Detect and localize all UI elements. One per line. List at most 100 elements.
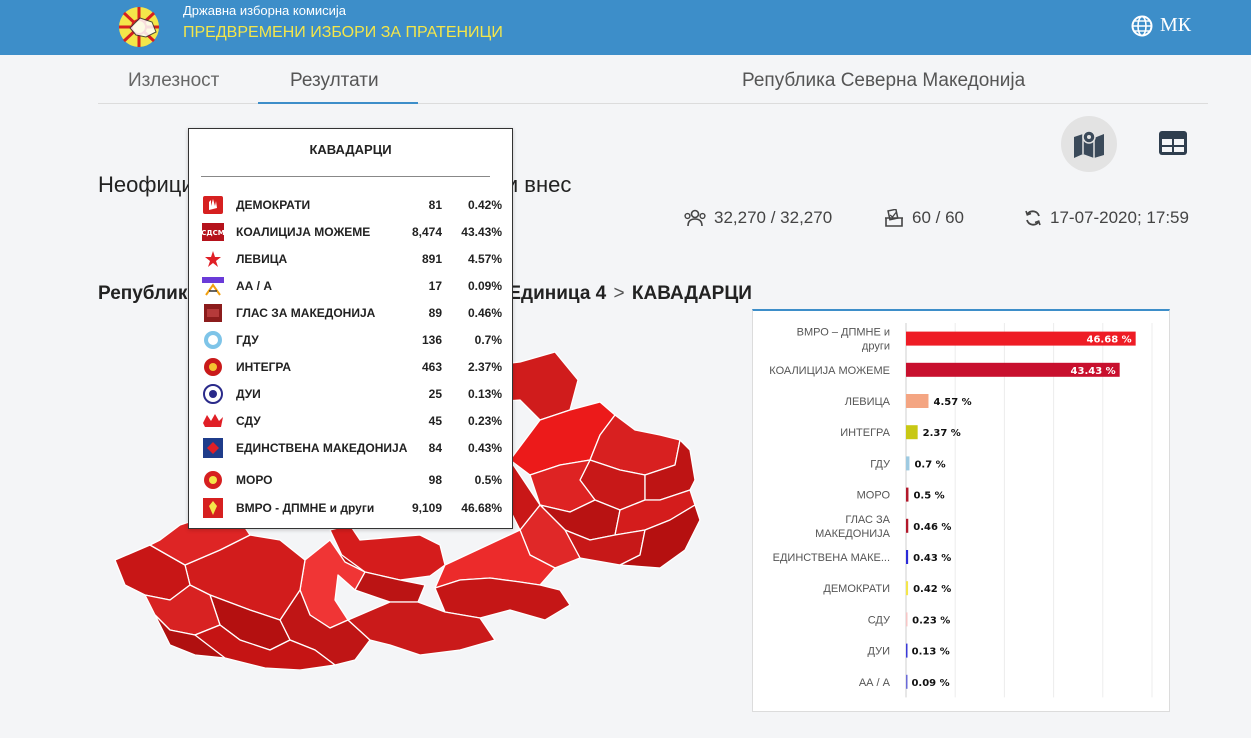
bar-category-label: други <box>862 341 890 353</box>
stations-stat: 60 / 60 <box>884 208 964 228</box>
tooltip-row: ВМРО - ДПМНЕ и други 9,109 46.68% <box>189 497 514 519</box>
bar <box>906 674 908 689</box>
tooltip-row: СДУ 45 0.23% <box>189 410 514 432</box>
bar-category-label: СДУ <box>868 614 891 626</box>
tooltip-percent: 46.68% <box>461 501 502 515</box>
bar <box>906 425 918 440</box>
bar-value-label: 43.43 % <box>1071 366 1116 377</box>
aa-logo <box>202 277 224 296</box>
tooltip-votes: 9,109 <box>411 501 442 515</box>
map-view-button[interactable] <box>1061 116 1117 172</box>
stations-value: 60 / 60 <box>912 208 964 227</box>
tooltip-percent: 0.43% <box>467 441 502 455</box>
tab-results[interactable]: Резултати <box>290 70 379 91</box>
tooltip-row: ИНТЕГРА 463 2.37% <box>189 356 514 378</box>
svg-text:СДСМ: СДСМ <box>201 229 225 237</box>
tooltip-votes: 136 <box>421 333 442 347</box>
bar-category-label: АА / А <box>859 677 891 689</box>
tooltip-percent: 0.13% <box>467 387 502 401</box>
tooltip-votes: 25 <box>428 387 442 401</box>
voters-value: 32,270 / 32,270 <box>714 208 833 227</box>
active-tab-indicator <box>258 102 418 104</box>
municipality-map[interactable] <box>100 340 720 670</box>
tooltip-row: ДУИ 25 0.13% <box>189 383 514 405</box>
bar-value-label: 2.37 % <box>923 428 961 439</box>
map-region <box>347 601 496 656</box>
gdu-logo <box>204 331 222 349</box>
tooltip-party-name: ЕДИНСТВЕНА МАКЕДОНИЈА <box>236 441 408 455</box>
tooltip-votes: 463 <box>421 360 442 374</box>
bar-value-label: 0.7 % <box>914 459 945 470</box>
country-selector[interactable]: Република Северна Македонија <box>742 70 1026 91</box>
header-bar: Државна изборна комисија ПРЕДВРЕМЕНИ ИЗБ… <box>0 0 1251 55</box>
bar-category-label: ВМРО – ДПМНЕ и <box>797 327 890 339</box>
tooltip-row: ЕДИНСТВЕНА МАКЕДОНИЈА 84 0.43% <box>189 437 514 459</box>
tooltip-party-name: ИНТЕГРА <box>236 360 292 374</box>
table-view-button[interactable] <box>1158 130 1188 156</box>
tabs-divider <box>98 103 1208 104</box>
moro-logo <box>204 471 222 489</box>
tooltip-percent: 0.5% <box>474 473 502 487</box>
bar-value-label: 0.43 % <box>913 553 951 564</box>
results-bar-chart: ВМРО – ДПМНЕ и други 46.68 % КОАЛИЦИЈА МОЖЕ… <box>769 323 1153 698</box>
bar-value-label: 0.09 % <box>911 678 949 689</box>
bar-category-label: ГЛАС ЗА <box>845 514 890 526</box>
bar-value-label: 46.68 % <box>1087 335 1132 346</box>
bar-value-label: 0.46 % <box>913 522 951 533</box>
tooltip-row: АА / А 17 0.09% <box>189 275 514 297</box>
bar <box>906 612 908 627</box>
updated-value: 17-07-2020; 17:59 <box>1050 208 1189 227</box>
tooltip-party-name: ВМРО - ДПМНЕ и други <box>236 501 375 515</box>
democrats-logo <box>203 196 223 214</box>
tooltip-party-name: ЛЕВИЦА <box>236 252 288 266</box>
voters-stat: 32,270 / 32,270 <box>684 208 832 228</box>
tooltip-votes: 98 <box>428 473 442 487</box>
tooltip-votes: 45 <box>428 414 442 428</box>
bar-category-label: ИНТЕГРА <box>840 427 890 439</box>
tooltip-party-name: МОРО <box>236 473 273 487</box>
tooltip-votes: 8,474 <box>411 225 442 239</box>
tooltip-party-name: СДУ <box>236 414 261 428</box>
bar-value-label: 0.5 % <box>913 491 944 502</box>
tooltip-percent: 4.57% <box>467 252 502 266</box>
tooltip-row: СДСМ КОАЛИЦИЈА МОЖЕМЕ 8,474 43.43% <box>189 221 514 243</box>
bar-category-label: ЕДИНСТВЕНА МАКЕ... <box>773 552 890 564</box>
bar-category-label: КОАЛИЦИЈА МОЖЕМЕ <box>769 365 890 377</box>
tooltip-votes: 81 <box>428 198 442 212</box>
breadcrumb-municipality: КАВАДАРЦИ <box>631 283 752 304</box>
tooltip-party-name: АА / А <box>236 279 272 293</box>
map-region <box>619 504 701 569</box>
refresh-icon <box>1025 210 1041 226</box>
sdsm-logo: СДСМ <box>201 223 225 241</box>
tab-turnout[interactable]: Излезност <box>128 70 220 91</box>
org-name: Државна изборна комисија <box>183 3 347 18</box>
levica-logo <box>205 251 221 267</box>
tooltip-divider <box>201 176 490 177</box>
bar-value-label: 4.57 % <box>933 397 971 408</box>
breadcrumb-separator: > <box>613 283 625 304</box>
municipality-tooltip: КАВАДАРЦИ ДЕМОКРАТИ 81 0.42% СДСМ КОАЛИЦИЈА … <box>188 128 513 529</box>
results-chart-panel: ВМРО – ДПМНЕ и други 46.68 % КОАЛИЦИЈА МОЖЕ… <box>752 309 1170 712</box>
election-name: ПРЕДВРЕМЕНИ ИЗБОРИ ЗА ПРАТЕНИЦИ <box>183 24 503 41</box>
bar <box>906 643 908 658</box>
tooltip-party-name: ДЕМОКРАТИ <box>236 198 311 212</box>
globe-icon <box>1131 15 1153 36</box>
tooltip-percent: 0.09% <box>467 279 502 293</box>
bar <box>906 362 1120 377</box>
sec-logo <box>119 7 159 47</box>
tooltip-row: ДЕМОКРАТИ 81 0.42% <box>189 194 514 216</box>
bar-value-label: 0.42 % <box>913 584 951 595</box>
tooltip-row: ГЛАС ЗА МАКЕДОНИЈА 89 0.46% <box>189 302 514 324</box>
sdu-logo <box>203 414 223 427</box>
tooltip-row: ГДУ 136 0.7% <box>189 329 514 351</box>
tooltip-party-name: ГЛАС ЗА МАКЕДОНИЈА <box>236 306 376 320</box>
bar <box>906 550 909 564</box>
bar-category-label: МАКЕДОНИЈА <box>815 528 891 540</box>
bar-value-label: 0.23 % <box>912 615 950 626</box>
edinstvena-logo <box>203 438 223 458</box>
bar <box>906 487 909 502</box>
map-icon <box>1074 130 1104 158</box>
bar-category-label: ГДУ <box>870 458 891 470</box>
language-switcher[interactable]: МК <box>1131 14 1191 37</box>
bar-value-label: 0.13 % <box>912 647 950 658</box>
